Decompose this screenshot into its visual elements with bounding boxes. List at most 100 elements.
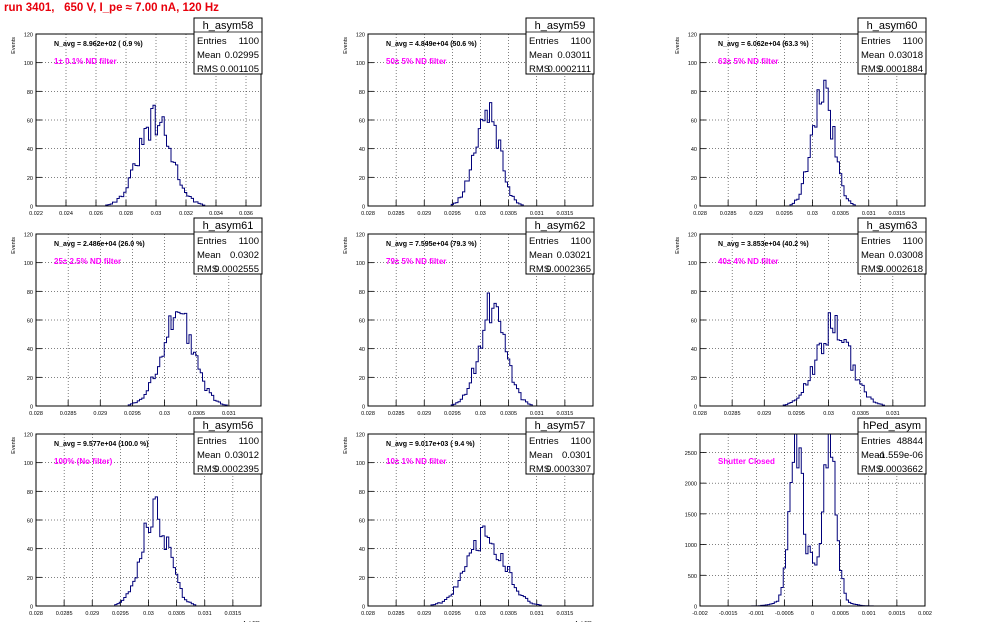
y-tick-label: 0 <box>30 205 33 211</box>
stats-label-entries: Entries <box>197 236 227 247</box>
stats-label-rms: RMS <box>529 264 550 275</box>
y-axis-title: Events <box>343 437 349 454</box>
stats-label-entries: Entries <box>529 36 559 47</box>
x-tick-label: 0.031 <box>198 611 212 617</box>
stats-box <box>525 217 595 275</box>
stats-label-mean: Mean <box>197 450 221 461</box>
panel-h_asym56: 0 20 40 60 80 100 120 0.028 0.0285 0.029 0.0295 0.0… <box>11 417 263 622</box>
x-tick-label: 0.0305 <box>500 411 517 417</box>
stats-value-rms: 0.0001884 <box>878 64 923 75</box>
stats-value-mean: 0.03021 <box>557 250 591 261</box>
stats-box <box>857 217 927 275</box>
x-tick-label: 0.0285 <box>388 211 405 217</box>
stats-title: h_asym58 <box>203 20 254 32</box>
stats-box <box>857 417 927 475</box>
x-tick-label: 0.002 <box>918 611 932 617</box>
y-tick-label: 0 <box>362 605 365 611</box>
filter-label: 50± 5% ND filter <box>386 57 446 66</box>
x-tick-label: 0.03 <box>475 211 486 217</box>
stats-title: h_asym60 <box>867 20 918 32</box>
stats-box <box>525 17 595 75</box>
y-tick-label: 20 <box>691 376 697 382</box>
stats-label-mean: Mean <box>861 50 885 61</box>
stats-value-mean: 0.0302 <box>230 250 259 261</box>
y-tick-label: 20 <box>27 176 33 182</box>
x-tick-label: 0.03 <box>151 211 162 217</box>
y-tick-label: 40 <box>27 547 33 553</box>
y-tick-label: 60 <box>359 119 365 125</box>
stats-value-mean: 0.0301 <box>562 450 591 461</box>
y-tick-label: 120 <box>24 33 33 39</box>
stats-label-entries: Entries <box>529 236 559 247</box>
y-tick-label: 0 <box>30 405 33 411</box>
x-tick-label: 0.0305 <box>852 411 869 417</box>
x-tick-label: 0.028 <box>693 211 707 217</box>
y-axis-title: Events <box>11 37 17 54</box>
filter-label: 1± 0.1% ND filter <box>54 57 117 66</box>
stats-value-entries: 1100 <box>239 36 259 47</box>
filter-label: 10± 1% ND filter <box>386 457 446 466</box>
stats-label-entries: Entries <box>861 236 891 247</box>
stats-label-mean: Mean <box>529 250 553 261</box>
stats-value-rms: 0.0003662 <box>878 464 923 475</box>
y-tick-label: 40 <box>27 147 33 153</box>
stats-value-rms: 0.0002618 <box>878 264 923 275</box>
x-tick-label: 0.031 <box>530 611 544 617</box>
x-tick-label: 0.03 <box>475 611 486 617</box>
y-tick-label: 0 <box>30 605 33 611</box>
x-tick-label: 0.029 <box>757 411 771 417</box>
y-tick-label: 40 <box>359 347 365 353</box>
stats-box <box>193 217 263 275</box>
stats-label-entries: Entries <box>861 436 891 447</box>
y-tick-label: 100 <box>688 61 697 67</box>
stats-label-mean: Mean <box>197 50 221 61</box>
x-tick-label: 0.029 <box>749 211 763 217</box>
n-avg-label: N_avg = 9.017e+03 ( 9.4 %) <box>386 441 475 448</box>
n-avg-label: N_avg = 6.062e+04 (63.3 %) <box>718 41 809 48</box>
y-tick-label: 80 <box>27 290 33 296</box>
stats-value-mean: 0.03011 <box>557 50 591 61</box>
y-tick-label: 120 <box>356 33 365 39</box>
stats-value-entries: 1100 <box>571 436 591 447</box>
n-avg-label: N_avg = 2.486e+04 (26.0 %) <box>54 241 145 248</box>
y-tick-label: 60 <box>691 119 697 125</box>
stats-box <box>193 17 263 75</box>
y-tick-label: 120 <box>688 33 697 39</box>
stats-title: h_asym56 <box>203 420 254 432</box>
panel-h_asym63: 0 20 40 60 80 100 120 0.028 0.0285 0.029 0.0295 0.0… <box>675 217 927 427</box>
x-tick-label: 0.031 <box>862 211 876 217</box>
stats-label-entries: Entries <box>197 36 227 47</box>
stats-value-entries: 1100 <box>239 436 259 447</box>
stats-label-rms: RMS <box>861 464 882 475</box>
filter-label: 79± 5% ND filter <box>386 257 446 266</box>
x-tick-label: 0.0305 <box>500 211 517 217</box>
panel-h_asym61: 0 20 40 60 80 100 120 0.028 0.0285 0.029 0.0295 0.0… <box>11 217 263 427</box>
y-axis-title: Events <box>675 37 681 54</box>
x-tick-label: 0.03 <box>143 611 154 617</box>
x-tick-label: 0.0295 <box>444 611 461 617</box>
stats-box <box>525 417 595 475</box>
stats-title: h_asym61 <box>203 220 254 232</box>
stats-box <box>857 17 927 75</box>
x-tick-label: 0.0295 <box>112 611 129 617</box>
y-tick-label: 120 <box>688 233 697 239</box>
x-tick-label: 0.0015 <box>888 611 905 617</box>
x-tick-label: 0.0305 <box>188 411 205 417</box>
y-tick-label: 0 <box>694 405 697 411</box>
y-tick-label: 120 <box>356 433 365 439</box>
y-tick-label: 20 <box>27 376 33 382</box>
filter-label: 63± 5% ND filter <box>718 57 778 66</box>
x-tick-label: 0.0285 <box>60 411 77 417</box>
filter-label: 100% (No filter) <box>54 457 113 466</box>
stats-label-entries: Entries <box>529 436 559 447</box>
y-tick-label: 120 <box>24 233 33 239</box>
y-tick-label: 60 <box>359 519 365 525</box>
histogram-line <box>700 312 925 407</box>
stats-label-rms: RMS <box>529 464 550 475</box>
stats-label-rms: RMS <box>197 264 218 275</box>
x-tick-label: 0.03 <box>807 211 818 217</box>
y-tick-label: 60 <box>27 519 33 525</box>
stats-label-rms: RMS <box>197 64 218 75</box>
stats-value-rms: 0.001105 <box>220 64 259 75</box>
stats-label-rms: RMS <box>861 64 882 75</box>
